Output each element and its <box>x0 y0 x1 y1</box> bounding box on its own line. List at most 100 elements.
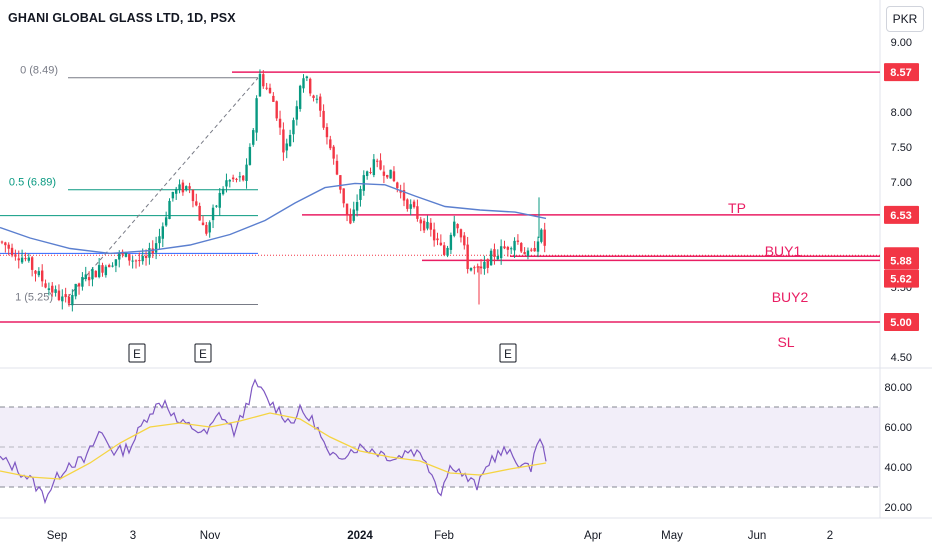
candle <box>272 92 275 102</box>
candle <box>97 258 101 279</box>
candle-body <box>443 245 446 255</box>
candle <box>205 221 208 236</box>
candle <box>101 262 104 277</box>
candle <box>178 179 181 194</box>
candles <box>0 69 546 312</box>
candle-body <box>355 202 359 211</box>
candle <box>335 154 339 176</box>
candle-body <box>20 257 24 263</box>
currency-button[interactable]: PKR <box>886 6 924 32</box>
candle-body <box>459 229 463 238</box>
candle-body <box>272 95 275 102</box>
time-axis-label: 3 <box>130 530 136 542</box>
fib-level-label: 0 (8.49) <box>20 65 58 77</box>
candle-body <box>138 260 141 262</box>
candle-body <box>493 249 496 257</box>
candle-body <box>54 289 57 293</box>
time-axis-label: Sep <box>47 530 67 542</box>
candle <box>396 181 399 193</box>
candle-body <box>322 110 325 128</box>
candle <box>325 123 329 145</box>
fib-trend-line <box>67 77 259 298</box>
candle <box>245 158 248 189</box>
candle-body <box>536 241 540 252</box>
candle <box>489 248 493 266</box>
candle <box>37 267 41 278</box>
candle-body <box>335 160 339 175</box>
candle <box>295 100 298 126</box>
candle-body <box>118 252 121 260</box>
price-badge-bg <box>884 251 919 270</box>
candle-body <box>225 180 228 187</box>
candle-body <box>124 252 128 257</box>
price-badge-label: 5.88 <box>890 255 911 267</box>
candle <box>104 264 108 278</box>
candle-body <box>134 260 138 262</box>
candle-body <box>329 139 332 149</box>
candle <box>195 193 198 207</box>
candle <box>154 236 158 260</box>
candle <box>349 208 352 225</box>
candle <box>315 94 319 104</box>
candle <box>463 232 466 250</box>
candle <box>71 289 74 312</box>
candle-body <box>24 258 27 260</box>
candle <box>362 170 365 196</box>
candle-body <box>71 294 74 306</box>
candle-body <box>61 296 64 302</box>
candle <box>114 259 118 273</box>
candle-body <box>30 257 34 270</box>
price-tick-label: 8.00 <box>891 107 912 119</box>
candle-body <box>215 205 218 207</box>
candle-body <box>164 217 168 226</box>
candle-body <box>44 283 47 288</box>
candle <box>231 174 235 183</box>
candle-body <box>412 201 416 208</box>
time-axis-label: 2 <box>827 530 833 542</box>
candle <box>258 69 262 97</box>
time-axis-label: Nov <box>200 530 221 542</box>
candle-body <box>319 96 322 111</box>
candle-body <box>419 219 422 224</box>
candle <box>87 271 91 287</box>
candle-body <box>342 188 345 204</box>
earnings-marker-box <box>194 343 212 363</box>
candle-body <box>144 255 148 258</box>
candle <box>168 198 171 220</box>
candle <box>422 218 426 234</box>
price-badge-bg <box>884 63 919 82</box>
candle-body <box>282 129 285 153</box>
candle-body <box>376 160 379 162</box>
price-badge-label: 5.00 <box>890 317 911 329</box>
candle-body <box>198 205 201 221</box>
candle <box>0 240 4 245</box>
candle <box>265 82 268 91</box>
candle <box>161 222 164 248</box>
candle <box>91 267 94 287</box>
price-badge: 8.57 <box>884 63 919 82</box>
time-axis-label: Apr <box>584 530 602 542</box>
candle-body <box>131 260 134 262</box>
candle-body <box>543 229 546 246</box>
candle <box>41 264 44 287</box>
candle <box>459 228 463 243</box>
candle <box>319 93 322 117</box>
candle <box>473 265 476 275</box>
candle-body <box>108 265 111 268</box>
candle-body <box>57 290 61 301</box>
time-axis-label: 2024 <box>347 530 373 542</box>
candle <box>218 188 221 216</box>
candle-body <box>520 243 523 252</box>
candle-body <box>188 186 191 189</box>
candle-body <box>476 266 479 268</box>
candle <box>516 234 520 245</box>
candle <box>339 175 342 194</box>
candle <box>533 241 536 252</box>
rsi-tick-label: 20.00 <box>884 502 912 514</box>
candle-body <box>238 176 242 178</box>
candle-body <box>362 175 365 191</box>
earnings-marker: E <box>194 343 212 363</box>
candle-body <box>208 222 211 233</box>
price-tick-label: 9.00 <box>891 37 912 49</box>
